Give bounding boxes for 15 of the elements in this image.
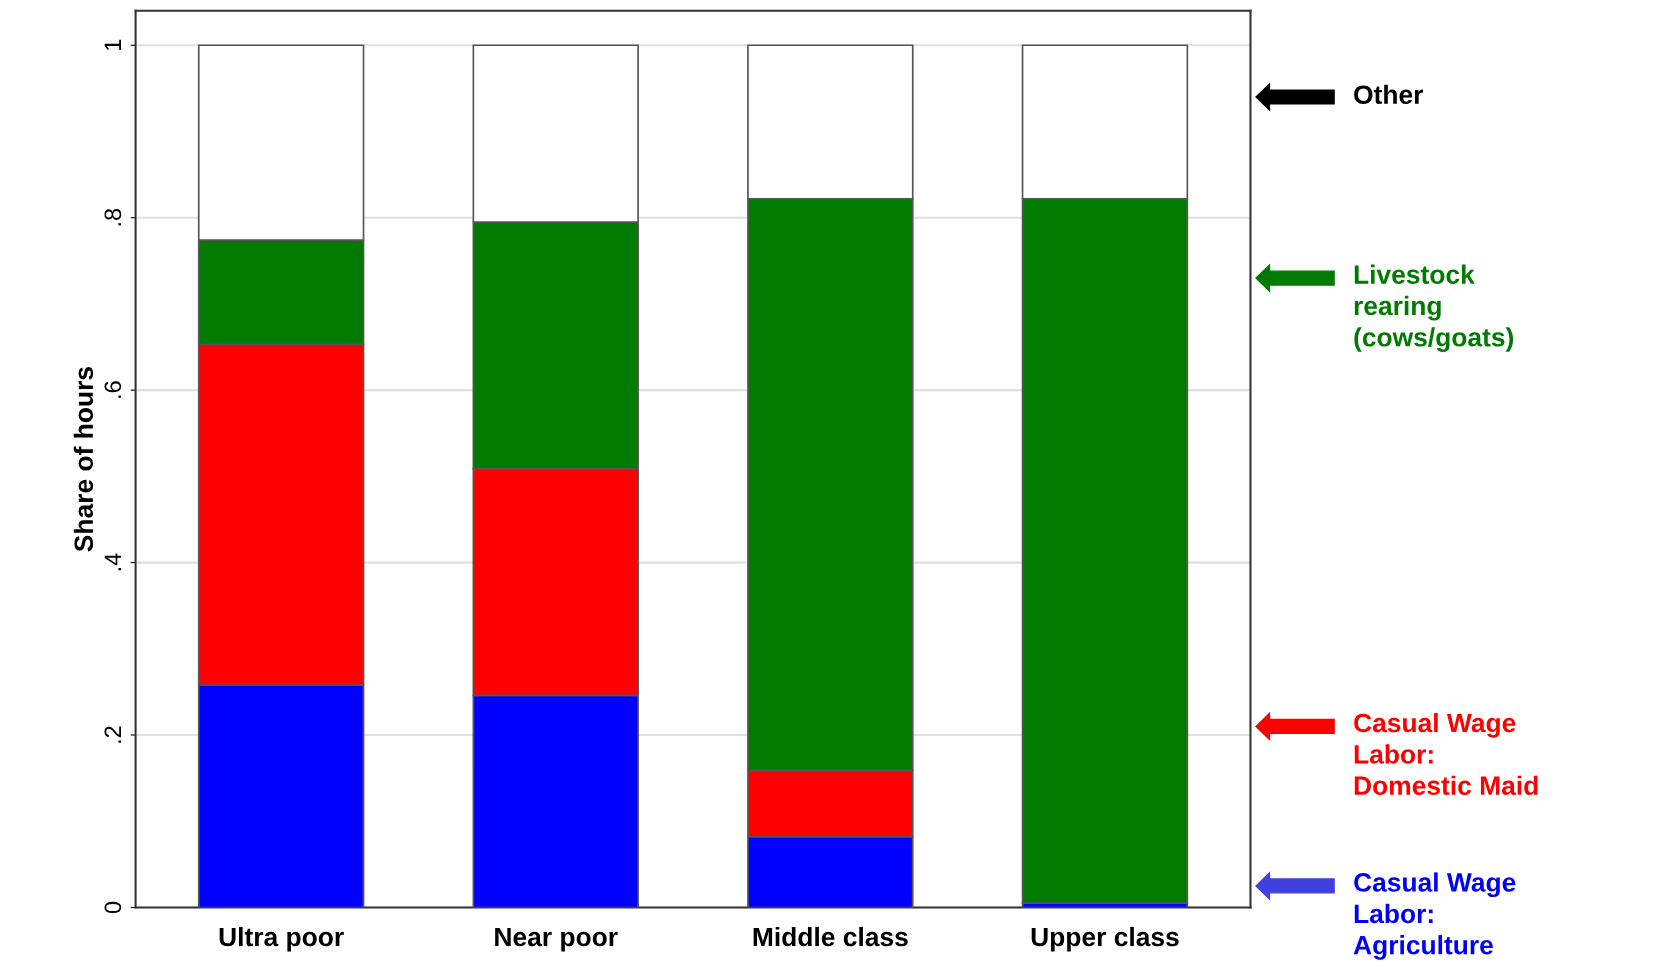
y-axis-title: Share of hours — [73, 367, 94, 552]
x-tick-label: Middle class — [753, 926, 908, 947]
x-tick-label: Ultra poor — [219, 926, 344, 952]
text: Other — [1354, 84, 1424, 105]
x-tick-label: Upper class — [1031, 926, 1179, 952]
legend-label: Casual Wage Labor: Domestic Maid — [1354, 712, 1538, 796]
text: Casual Wage Labor: Agriculture — [1353, 872, 1516, 960]
y-tick-label: .4 — [104, 553, 121, 571]
y-tick-label: .2 — [104, 726, 121, 743]
y-tick-label: 1 — [104, 39, 121, 51]
x-tick-label: Near poor — [495, 927, 618, 952]
y-tick-label: .8 — [104, 208, 122, 226]
y-tick-label: .6 — [104, 381, 122, 398]
legend-label: Livestock rearing (cows/goats) — [1354, 264, 1514, 352]
y-tick-label: 0 — [104, 901, 122, 914]
